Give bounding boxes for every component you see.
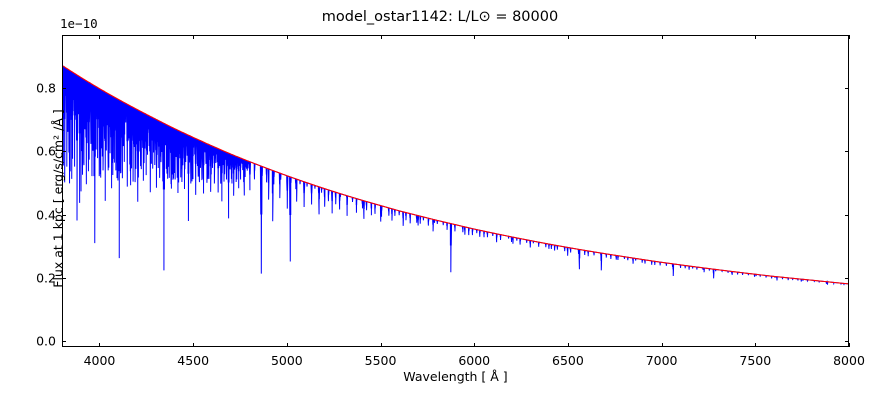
x-tick-label: 4000 <box>83 353 116 368</box>
y-tick-mark <box>62 214 66 216</box>
x-tick-mark <box>193 343 195 347</box>
x-tick-mark-top <box>193 35 195 39</box>
x-axis-label: Wavelength [ Å ] <box>403 369 508 384</box>
x-tick-mark <box>755 343 757 347</box>
x-tick-mark <box>286 343 288 347</box>
y-tick-label: 0.0 <box>36 333 56 348</box>
y-tick-mark <box>62 340 66 342</box>
x-tick-mark <box>380 343 382 347</box>
y-tick-label: 0.8 <box>36 80 56 96</box>
y-tick-label: 0.2 <box>36 270 56 285</box>
x-tick-mark-top <box>380 35 382 39</box>
y-tick-mark-right <box>845 340 849 342</box>
x-tick-mark-top <box>661 35 663 39</box>
plot-axes <box>62 35 849 347</box>
y-tick-mark-right <box>845 151 849 153</box>
x-tick-label: 4500 <box>177 353 210 368</box>
y-tick-mark <box>62 277 66 279</box>
x-tick-mark-top <box>474 35 476 39</box>
x-tick-label: 5000 <box>270 353 303 368</box>
y-tick-mark <box>62 88 66 90</box>
y-tick-mark-right <box>845 277 849 279</box>
y-tick-mark <box>62 151 66 153</box>
y-tick-label: 0.4 <box>36 207 56 222</box>
y-tick-label: 0.6 <box>36 143 56 159</box>
spectrum-plot-svg <box>63 36 848 346</box>
x-tick-label: 7500 <box>739 353 772 368</box>
y-tick-mark-right <box>845 214 849 216</box>
x-tick-mark <box>567 343 569 347</box>
x-tick-label: 6500 <box>552 353 584 368</box>
x-tick-mark-top <box>567 35 569 39</box>
y-axis-label: Flux at 1 kpc [ erg/s/cm² /Å ] <box>50 109 66 288</box>
continuum-path <box>63 66 848 284</box>
x-tick-mark <box>849 343 850 347</box>
y-axis-offset-exponent: 1e−10 <box>60 16 98 31</box>
x-tick-mark-top <box>99 35 101 39</box>
spectrum-line-group <box>63 66 848 285</box>
x-tick-mark <box>474 343 476 347</box>
spectrum-path <box>63 66 848 285</box>
x-tick-label: 7000 <box>645 353 678 368</box>
x-tick-mark-top <box>849 35 850 39</box>
y-tick-mark-right <box>845 88 849 90</box>
x-tick-mark-top <box>286 35 288 39</box>
x-tick-mark <box>661 343 663 347</box>
x-tick-label: 5500 <box>364 353 397 368</box>
page-title: model_ostar1142: L/L⊙ = 80000 <box>321 9 559 25</box>
x-tick-mark-top <box>755 35 757 39</box>
x-tick-label: 8000 <box>833 353 865 368</box>
x-tick-label: 6000 <box>458 353 491 368</box>
x-tick-mark <box>99 343 101 347</box>
continuum-line-group <box>63 66 848 284</box>
